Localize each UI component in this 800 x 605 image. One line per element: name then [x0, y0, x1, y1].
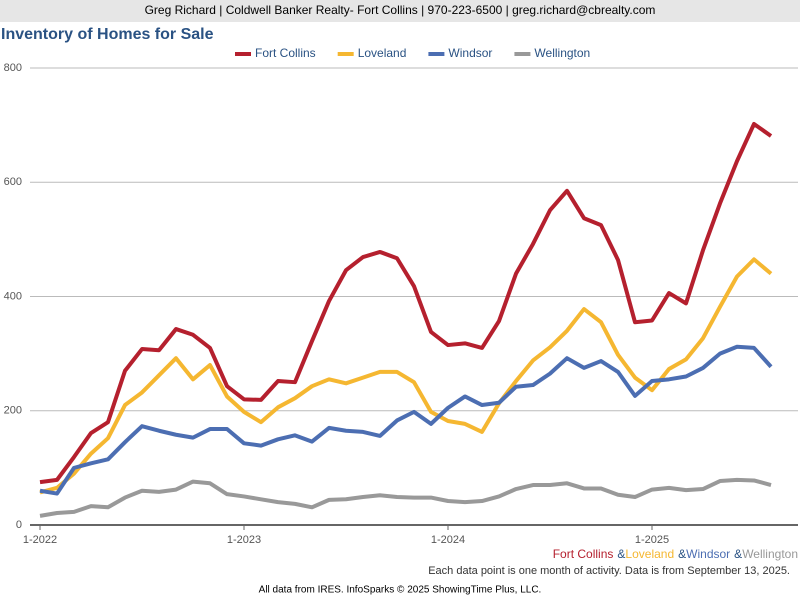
legend-bottom-name: Wellington [742, 547, 798, 561]
header-bar [0, 0, 800, 22]
legend-bottom-name: Fort Collins [553, 547, 614, 561]
legend-bottom: Fort Collins &Loveland &Windsor &Wellington [553, 547, 798, 561]
line [39, 477, 772, 518]
x-tick-label: 1-2025 [635, 534, 669, 546]
x-tick-label: 1-2024 [431, 534, 465, 546]
chart-title: Inventory of Homes for Sale [1, 26, 214, 43]
y-tick-label: 0 [16, 519, 22, 531]
legend-label: Windsor [448, 46, 492, 60]
legend-joiner: & [678, 547, 686, 561]
y-tick-label: 800 [4, 62, 22, 74]
legend-label: Loveland [358, 46, 407, 60]
line [39, 257, 773, 495]
header: Greg Richard | Coldwell Banker Realty- F… [145, 3, 656, 17]
legend-bottom-name: Loveland [625, 547, 674, 561]
legend-joiner: & [617, 547, 625, 561]
legend-label: Wellington [534, 46, 590, 60]
footer: All data from IRES. InfoSparks © 2025 Sh… [259, 585, 542, 596]
legend-joiner: & [734, 547, 742, 561]
legend-bottom-name: Windsor [686, 547, 730, 561]
line [39, 344, 773, 496]
y-tick-label: 400 [4, 290, 22, 302]
legend-label: Fort Collins [255, 46, 316, 60]
y-tick-label: 200 [4, 405, 22, 417]
line [39, 121, 773, 485]
y-tick-label: 600 [4, 176, 22, 188]
x-tick-label: 1-2022 [23, 534, 57, 546]
note: Each data point is one month of activity… [428, 565, 790, 577]
x-tick-label: 1-2023 [227, 534, 261, 546]
